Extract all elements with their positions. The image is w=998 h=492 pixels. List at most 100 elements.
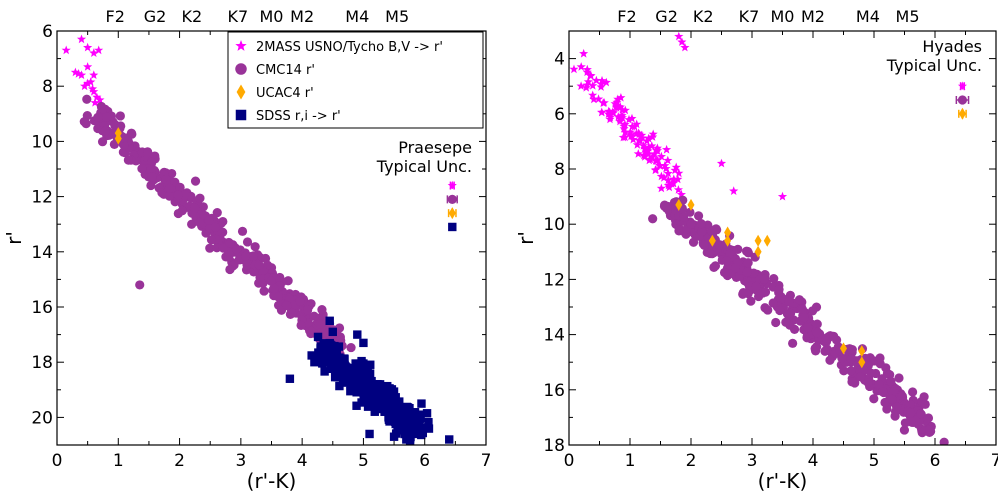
data-point xyxy=(693,211,704,221)
data-point xyxy=(569,64,579,74)
data-point xyxy=(697,226,707,237)
data-point xyxy=(357,356,366,366)
data-point xyxy=(925,425,935,435)
data-point xyxy=(821,333,831,343)
legend-marker xyxy=(236,84,246,100)
data-point xyxy=(146,165,156,175)
data-point xyxy=(721,256,732,266)
data-point xyxy=(400,416,410,425)
data-point xyxy=(80,81,90,91)
data-point xyxy=(663,175,673,184)
annotation-text: Praesepe xyxy=(398,138,472,157)
data-point xyxy=(173,190,183,200)
data-point xyxy=(612,97,622,107)
spectral-type-label: M2 xyxy=(290,7,314,26)
data-point xyxy=(326,340,335,349)
data-point xyxy=(361,375,370,385)
data-point xyxy=(135,280,145,290)
uncertainty-marker xyxy=(447,207,457,220)
data-point xyxy=(295,296,305,306)
data-point xyxy=(379,400,388,409)
data-point xyxy=(840,342,847,355)
data-point xyxy=(79,117,89,127)
data-point xyxy=(846,354,856,364)
data-point xyxy=(402,435,411,444)
data-point xyxy=(847,344,857,355)
data-point xyxy=(368,383,377,393)
data-point xyxy=(187,219,197,229)
data-point xyxy=(709,262,719,272)
y-tick-label: 14 xyxy=(31,243,53,263)
x-tick-label: 2 xyxy=(686,451,697,471)
data-point xyxy=(405,410,415,419)
data-point xyxy=(310,358,319,367)
data-point xyxy=(618,132,628,142)
data-point xyxy=(363,402,373,411)
data-point xyxy=(352,401,361,410)
data-point xyxy=(644,155,654,165)
data-point xyxy=(359,338,368,348)
data-point xyxy=(688,237,699,247)
data-point xyxy=(94,45,104,55)
data-point xyxy=(296,320,306,331)
data-point xyxy=(269,283,279,293)
data-point xyxy=(588,80,598,90)
data-point xyxy=(878,387,888,397)
x-tick-label: 6 xyxy=(419,451,430,471)
data-point xyxy=(583,77,593,86)
x-tick-label: 4 xyxy=(808,451,819,471)
data-point xyxy=(656,171,666,181)
uncertainty-point xyxy=(447,180,457,190)
data-point xyxy=(576,81,586,90)
legend-marker xyxy=(235,63,247,75)
data-point xyxy=(588,90,598,100)
data-point xyxy=(624,114,634,124)
data-point xyxy=(673,174,683,184)
data-point xyxy=(716,158,727,168)
data-point xyxy=(674,226,684,236)
data-point xyxy=(899,425,910,435)
data-point xyxy=(923,413,934,423)
data-point xyxy=(743,258,753,268)
data-point xyxy=(729,186,739,195)
data-point xyxy=(424,418,433,427)
spectral-type-label: G2 xyxy=(655,7,678,26)
data-point xyxy=(237,226,248,236)
data-point xyxy=(83,42,93,52)
data-point xyxy=(73,69,83,78)
data-point xyxy=(648,129,658,139)
data-point xyxy=(266,276,276,286)
data-point xyxy=(724,226,732,239)
data-point xyxy=(285,374,295,383)
data-point xyxy=(359,392,368,402)
data-point xyxy=(88,84,98,93)
data-point xyxy=(669,174,679,184)
data-point xyxy=(346,379,355,389)
data-point xyxy=(679,212,689,222)
data-point xyxy=(660,160,670,170)
data-point xyxy=(424,424,434,433)
x-tick-label: 0 xyxy=(52,451,63,471)
data-point xyxy=(357,398,366,407)
data-point xyxy=(799,313,809,323)
data-point xyxy=(362,383,372,393)
data-point xyxy=(746,296,756,306)
spectral-type-label: F2 xyxy=(617,7,636,26)
data-point xyxy=(654,160,664,170)
legend: 2MASS USNO/Tycho B,V -> r' CMC14 r' UCAC4 … xyxy=(227,31,484,129)
uncertainty-marker xyxy=(447,180,457,190)
data-point xyxy=(407,415,417,424)
data-point xyxy=(189,203,200,213)
data-point xyxy=(751,281,761,292)
data-point xyxy=(391,419,400,429)
data-point xyxy=(411,427,420,436)
x-tick-label: 5 xyxy=(358,451,369,471)
data-point xyxy=(225,264,235,275)
x-tick-label: 3 xyxy=(235,451,246,471)
data-point xyxy=(638,141,648,150)
data-point xyxy=(616,93,626,102)
data-point xyxy=(354,367,363,376)
data-point xyxy=(596,82,606,91)
data-point xyxy=(86,77,96,86)
data-point xyxy=(355,378,364,387)
